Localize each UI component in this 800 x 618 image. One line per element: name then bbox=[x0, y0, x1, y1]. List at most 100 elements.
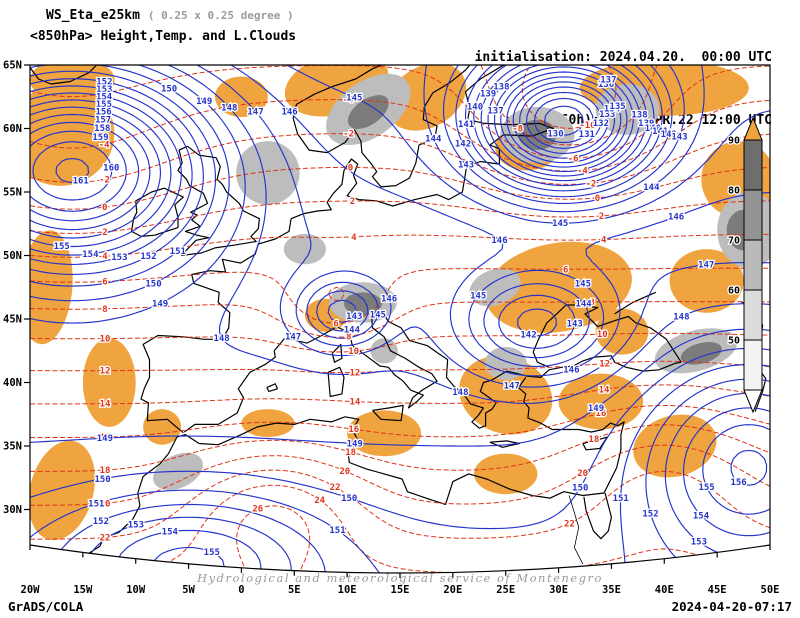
contour-label: 161 bbox=[73, 177, 89, 187]
contour-line bbox=[30, 65, 246, 324]
temp-contour-layer bbox=[30, 65, 770, 573]
contour-label: 22 bbox=[330, 483, 341, 493]
contour-label: 4 bbox=[351, 233, 357, 243]
contour-line bbox=[521, 65, 617, 129]
contour-line bbox=[30, 489, 380, 573]
contour-line bbox=[30, 347, 770, 530]
lon-tick-label: 0 bbox=[238, 584, 244, 596]
coastline bbox=[130, 187, 184, 237]
coastline bbox=[583, 492, 612, 540]
contour-label: -2 bbox=[585, 179, 596, 189]
contour-label: 150 bbox=[145, 279, 161, 289]
contour-line bbox=[152, 546, 225, 573]
contour-line bbox=[30, 92, 182, 256]
contour-label: 147 bbox=[285, 333, 301, 343]
contour-label: 148 bbox=[213, 334, 229, 344]
coastline bbox=[582, 436, 608, 451]
title-block: WS_Eta_e25km ( 0.25 x 0.25 degree ) <850h… bbox=[30, 5, 296, 173]
contour-line bbox=[32, 141, 113, 201]
contour-line bbox=[526, 91, 602, 149]
contour-label: 0 bbox=[348, 163, 353, 173]
contour-label: -8 bbox=[512, 125, 523, 135]
contour-line bbox=[30, 301, 770, 338]
contour-label: 145 bbox=[552, 219, 568, 229]
contour-label: 150 bbox=[161, 85, 177, 95]
contour-label: 137 bbox=[487, 106, 503, 116]
contour-label: 144 bbox=[643, 183, 660, 193]
contour-label: 149 bbox=[152, 299, 168, 309]
contour-line bbox=[517, 308, 557, 337]
map-frame bbox=[29, 64, 771, 574]
contour-line bbox=[30, 78, 204, 275]
colorbar-segment bbox=[743, 289, 763, 341]
contour-label: 144 bbox=[425, 135, 442, 145]
contour-line bbox=[480, 65, 648, 182]
coastline bbox=[266, 383, 278, 392]
contour-label: 131 bbox=[579, 130, 595, 140]
contour-label: 152 bbox=[642, 509, 658, 519]
contour-label: 146 bbox=[668, 213, 684, 223]
lon-tick-label: 5W bbox=[182, 584, 195, 596]
contour-label: -6 bbox=[99, 89, 110, 99]
contour-label: 142 bbox=[455, 140, 471, 150]
contour-label: 155 bbox=[54, 242, 70, 252]
contour-label: 20 bbox=[577, 469, 588, 479]
contour-label: 0 bbox=[102, 203, 107, 213]
coastline bbox=[614, 291, 657, 315]
contour-label: 24 bbox=[314, 496, 325, 506]
contour-line bbox=[645, 378, 770, 573]
contour-label: 22 bbox=[564, 519, 575, 529]
contour-line bbox=[487, 65, 641, 177]
colorbar-segment bbox=[743, 139, 763, 191]
footer: GrADS/COLA 2024-04-20-07:17 bbox=[8, 599, 792, 614]
coastline bbox=[327, 366, 345, 398]
contour-label: 14 bbox=[100, 400, 111, 410]
contour-label: 150 bbox=[572, 484, 588, 494]
contour-label: -4 bbox=[99, 140, 110, 150]
lon-tick-label: 45E bbox=[708, 584, 727, 596]
cloud-patch bbox=[669, 249, 744, 313]
contour-label: 147 bbox=[504, 382, 520, 392]
contour-label: 10 bbox=[100, 335, 111, 345]
contour-label: 143 bbox=[671, 132, 687, 142]
contour-line bbox=[30, 444, 770, 506]
contour-line bbox=[30, 85, 193, 265]
colorbar-segment bbox=[743, 239, 763, 291]
contour-label: 147 bbox=[698, 261, 714, 271]
cloud-patch bbox=[469, 268, 521, 307]
contour-line bbox=[51, 503, 326, 573]
contour-line bbox=[230, 65, 770, 377]
contour-label: 153 bbox=[691, 538, 707, 548]
contour-label: 6 bbox=[333, 319, 338, 329]
contour-label: 151 bbox=[613, 494, 629, 504]
contour-label: 142 bbox=[520, 330, 536, 340]
contour-line bbox=[30, 360, 770, 374]
contour-label: 16 bbox=[595, 409, 606, 419]
colorbar-label: 70 bbox=[728, 236, 740, 247]
contour-label: 151 bbox=[329, 526, 345, 536]
frame-top-sides bbox=[29, 64, 771, 545]
lat-tick-label: 30N bbox=[3, 504, 22, 516]
contour-label: 12 bbox=[349, 369, 360, 379]
contour-line bbox=[286, 65, 770, 224]
contour-line bbox=[30, 405, 770, 439]
contour-label: 12 bbox=[100, 367, 111, 377]
contour-label: -4 bbox=[577, 167, 588, 177]
creation-timestamp: 2024-04-20-07:17 bbox=[671, 599, 792, 614]
contour-label: 153 bbox=[111, 253, 127, 263]
contour-line bbox=[30, 332, 770, 353]
contour-line bbox=[468, 269, 605, 368]
lat-tick-label: 65N bbox=[3, 60, 22, 72]
contour-line bbox=[30, 65, 47, 69]
colorbar-label: 80 bbox=[728, 186, 740, 197]
contour-label: 146 bbox=[281, 108, 297, 118]
contour-label: 20 bbox=[100, 499, 111, 509]
contour-label: 154 bbox=[693, 511, 710, 521]
contour-label: 150 bbox=[94, 475, 110, 485]
contour-line bbox=[306, 281, 379, 339]
contour-label: 138 bbox=[631, 111, 647, 121]
contour-label: 143 bbox=[346, 312, 362, 322]
lon-tick-label: 50E bbox=[761, 584, 780, 596]
lon-tick-label: 30E bbox=[549, 584, 568, 596]
contour-line bbox=[30, 106, 162, 239]
